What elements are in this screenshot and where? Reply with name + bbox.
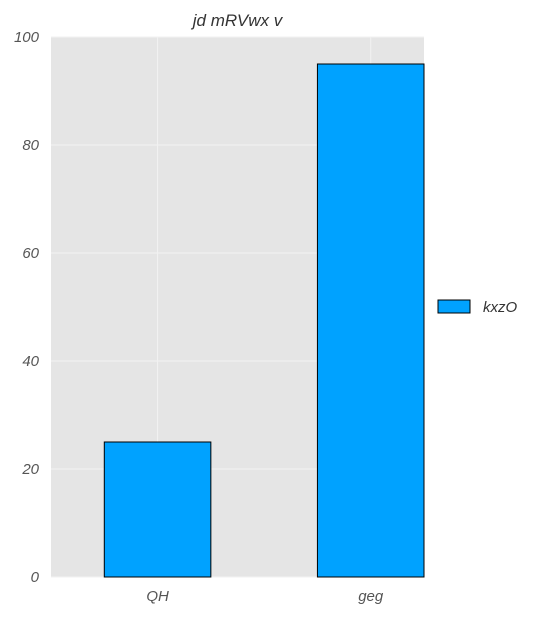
y-tick-label: 40 [22,353,39,370]
bars [103,63,425,578]
y-tick-label: 60 [22,245,39,262]
y-axis-ticks: 0 20 40 60 80 100 [14,29,40,586]
x-axis-ticks: QH geg [146,588,384,605]
y-tick-label: 20 [21,461,39,478]
legend: kxzO [437,299,518,316]
y-tick-label: 0 [31,569,40,586]
bar-geg [316,63,425,578]
chart-title: jd mRVwx v [191,11,284,30]
bar-QH [103,441,212,578]
legend-swatch [437,299,471,314]
x-tick-label: QH [146,588,169,605]
y-tick-label: 80 [22,137,39,154]
x-tick-label: geg [358,588,384,605]
y-tick-label: 100 [14,29,40,46]
legend-label: kxzO [483,299,518,316]
